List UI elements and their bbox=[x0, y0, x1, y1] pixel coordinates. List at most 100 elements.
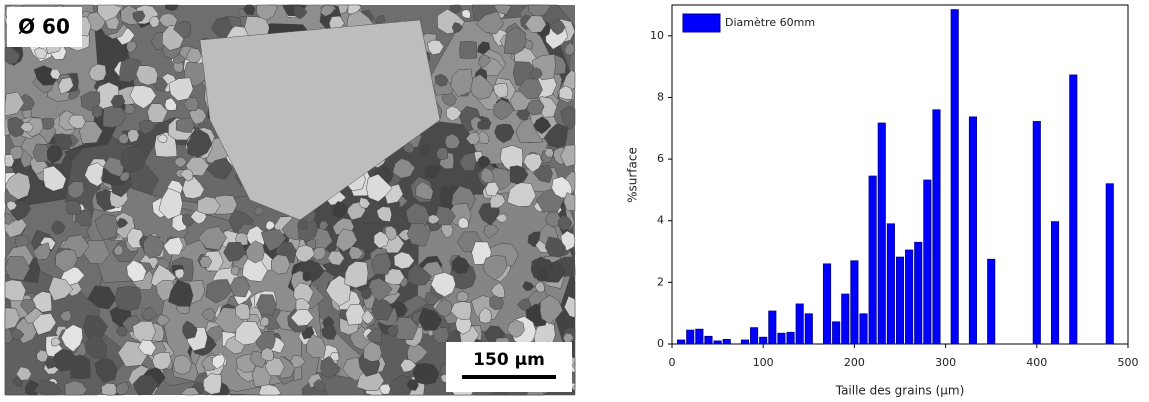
grain bbox=[366, 327, 382, 343]
grain bbox=[536, 268, 549, 282]
grain bbox=[493, 99, 515, 121]
bar bbox=[804, 313, 813, 345]
grain bbox=[451, 22, 464, 33]
grain bbox=[478, 155, 491, 169]
grain bbox=[34, 47, 48, 59]
grain bbox=[87, 285, 117, 310]
bar bbox=[932, 109, 941, 345]
scale-bar bbox=[462, 375, 556, 379]
x-axis-title: Taille des grains (µm) bbox=[835, 384, 965, 398]
grain bbox=[223, 241, 247, 262]
grain bbox=[313, 379, 326, 392]
sample-label: Ø 60 bbox=[18, 15, 70, 39]
grain bbox=[484, 181, 500, 197]
grain bbox=[564, 295, 576, 318]
grain bbox=[393, 251, 415, 270]
grain bbox=[156, 134, 168, 143]
micrograph bbox=[4, 4, 576, 396]
grain bbox=[564, 42, 576, 56]
x-tick-label: 200 bbox=[844, 356, 865, 369]
grain bbox=[522, 281, 535, 291]
grain bbox=[117, 132, 129, 145]
grain bbox=[415, 181, 434, 200]
bar bbox=[750, 327, 759, 345]
bar bbox=[859, 313, 868, 345]
grain bbox=[258, 384, 282, 396]
grain bbox=[119, 57, 143, 83]
grain bbox=[66, 200, 82, 215]
grain bbox=[9, 146, 24, 160]
bar bbox=[677, 339, 686, 345]
grain bbox=[4, 153, 15, 168]
grain bbox=[49, 68, 61, 80]
grain bbox=[158, 187, 183, 220]
grain bbox=[199, 19, 441, 221]
grain bbox=[135, 65, 159, 86]
x-tick-label: 0 bbox=[669, 356, 676, 369]
grain bbox=[55, 249, 78, 273]
grain bbox=[482, 255, 508, 281]
grain bbox=[475, 10, 505, 35]
grain bbox=[445, 105, 462, 122]
grain bbox=[363, 341, 382, 362]
grain bbox=[504, 26, 527, 55]
grain bbox=[165, 4, 180, 12]
x-tick-label: 500 bbox=[1118, 356, 1139, 369]
bar bbox=[832, 321, 841, 345]
grain bbox=[392, 158, 416, 179]
grain bbox=[202, 373, 222, 395]
grain bbox=[265, 220, 276, 231]
grain bbox=[492, 82, 509, 98]
grain bbox=[132, 10, 146, 23]
grain bbox=[427, 214, 441, 225]
grain bbox=[197, 226, 228, 251]
y-tick-label: 8 bbox=[657, 90, 664, 103]
grain bbox=[406, 343, 428, 364]
grain bbox=[493, 4, 512, 15]
grain bbox=[174, 268, 185, 280]
grain bbox=[329, 351, 340, 362]
grain bbox=[179, 387, 201, 396]
grain bbox=[101, 382, 119, 396]
grain bbox=[432, 327, 450, 344]
grain bbox=[59, 310, 72, 322]
grain bbox=[478, 307, 492, 324]
grain bbox=[562, 332, 574, 344]
grain bbox=[156, 314, 170, 327]
grain bbox=[152, 352, 172, 371]
grain bbox=[366, 173, 393, 202]
bar bbox=[695, 328, 704, 345]
grain bbox=[181, 214, 194, 228]
grain bbox=[544, 236, 566, 258]
grain bbox=[143, 234, 165, 259]
grain bbox=[477, 120, 489, 130]
grain bbox=[211, 354, 226, 370]
grain bbox=[146, 103, 168, 123]
grain bbox=[86, 332, 108, 360]
x-tick-label: 100 bbox=[753, 356, 774, 369]
grain bbox=[489, 193, 506, 209]
grain bbox=[210, 17, 233, 37]
grain bbox=[260, 347, 274, 362]
grain bbox=[320, 356, 342, 379]
grain bbox=[179, 168, 194, 182]
grain bbox=[88, 63, 107, 82]
grain bbox=[234, 321, 263, 346]
grain bbox=[465, 132, 480, 145]
grain bbox=[376, 206, 392, 222]
grain bbox=[318, 220, 329, 231]
grain bbox=[562, 69, 576, 91]
grain bbox=[32, 312, 57, 336]
grain bbox=[139, 119, 156, 135]
bar bbox=[968, 116, 978, 345]
grain bbox=[361, 309, 374, 325]
grain bbox=[506, 319, 525, 338]
grain bbox=[450, 301, 472, 320]
grain bbox=[434, 74, 449, 87]
grain bbox=[172, 21, 192, 39]
grain bbox=[206, 157, 233, 180]
grain bbox=[4, 91, 25, 117]
grain bbox=[264, 356, 285, 376]
label-box bbox=[7, 7, 82, 47]
